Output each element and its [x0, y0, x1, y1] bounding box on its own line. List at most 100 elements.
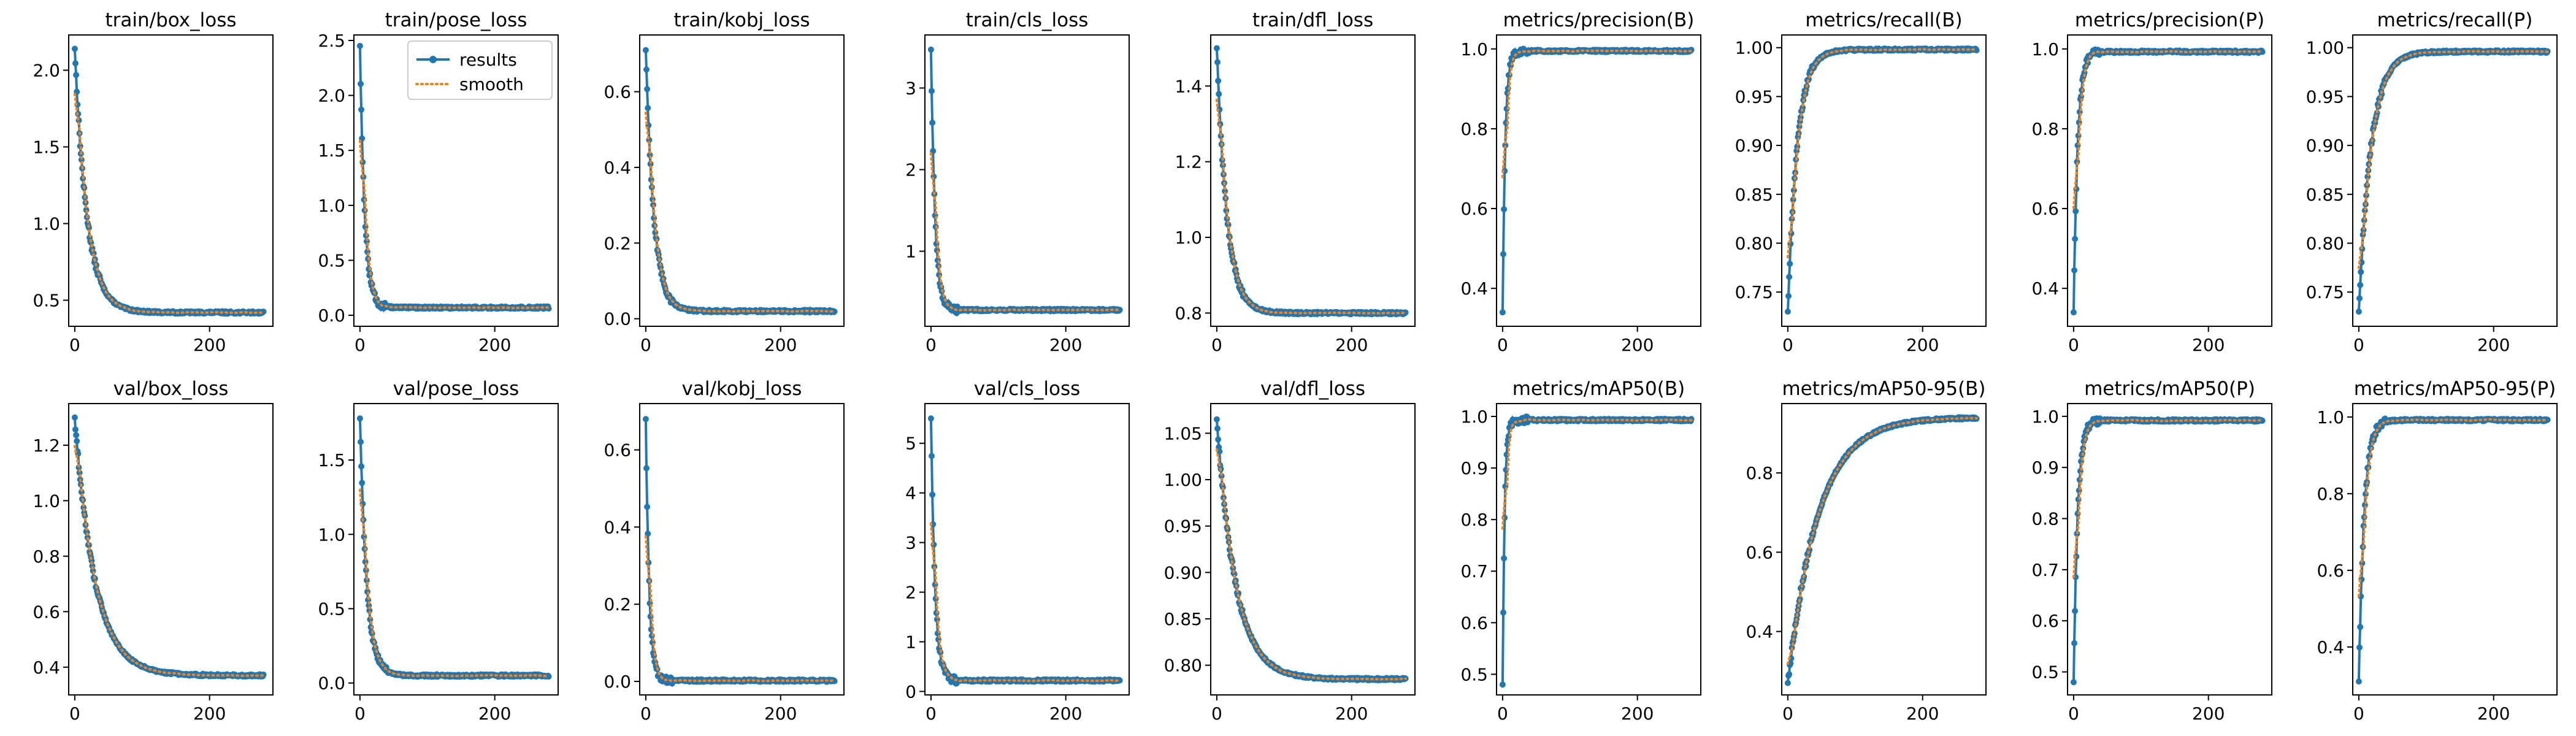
results-point [2358, 269, 2364, 275]
y-tick-label: 0.4 [604, 517, 631, 537]
results-point [359, 480, 366, 486]
results-point [1784, 309, 1791, 315]
y-tick-label: 0.6 [2031, 199, 2059, 219]
y-tick-label: 0.6 [1460, 199, 1488, 219]
y-tick-label: 0.5 [2031, 662, 2059, 683]
y-tick-label: 0.85 [1735, 185, 1773, 205]
y-tick-label: 1 [905, 242, 916, 262]
y-tick-label: 0.0 [604, 672, 631, 692]
y-tick-label: 1.5 [318, 140, 345, 161]
y-tick-label: 2 [905, 160, 916, 180]
axes-frame [2067, 403, 2272, 696]
y-tick-label: 0.9 [1460, 458, 1488, 478]
results-point [645, 105, 651, 112]
subplot-title: val/box_loss [113, 378, 229, 400]
x-tick-label: 0 [1211, 335, 1222, 355]
y-tick-label: 0.2 [604, 594, 631, 615]
results-point [358, 463, 365, 470]
results-point [1116, 307, 1123, 313]
legend-smooth-label: smooth [459, 74, 524, 94]
y-tick-label: 2 [905, 582, 916, 602]
x-tick-label: 200 [1621, 335, 1654, 355]
x-tick-label: 0 [69, 703, 80, 724]
y-tick-label: 2.5 [318, 31, 345, 51]
x-tick-label: 0 [69, 335, 80, 355]
y-tick-label: 1.00 [2306, 38, 2344, 58]
axes-frame [639, 34, 845, 327]
axes-frame [924, 403, 1130, 696]
x-tick-label: 200 [2192, 335, 2225, 355]
x-tick-label: 0 [1497, 335, 1508, 355]
results-point [1499, 309, 1506, 316]
axes-frame [1210, 34, 1416, 327]
y-tick-label: 0.4 [33, 657, 60, 678]
y-tick-label: 1.5 [33, 137, 60, 158]
y-tick-label: 0.95 [2306, 86, 2344, 107]
x-tick-label: 0 [926, 703, 937, 724]
y-tick-label: 1.4 [1175, 76, 1202, 96]
y-tick-label: 0.2 [604, 233, 631, 253]
subplot-title: val/cls_loss [974, 378, 1081, 400]
y-tick-label: 1.00 [1164, 470, 1202, 490]
y-tick-label: 0.4 [1460, 278, 1488, 299]
y-tick-label: 0.0 [318, 305, 345, 326]
results-point [1215, 77, 1222, 84]
y-tick-label: 3 [905, 533, 916, 553]
y-tick-label: 0 [905, 681, 916, 702]
results-point [642, 416, 649, 423]
subplot-title: train/kobj_loss [673, 9, 810, 31]
y-tick-label: 0.8 [2031, 509, 2059, 529]
results-point [1213, 416, 1220, 423]
results-point [1216, 91, 1222, 98]
results-point [358, 106, 365, 113]
y-tick-label: 0.8 [1460, 510, 1488, 530]
results-point [2070, 679, 2077, 686]
subplot-title: val/kobj_loss [682, 378, 802, 400]
results-point [1214, 425, 1221, 432]
results-point [927, 46, 934, 53]
results-point [356, 42, 363, 49]
y-tick-label: 0.0 [604, 309, 631, 329]
y-tick-label: 1.0 [1460, 39, 1488, 59]
y-tick-label: 0.75 [1735, 282, 1773, 302]
y-tick-label: 0.5 [318, 250, 345, 270]
results-point [1501, 555, 1508, 562]
y-tick-label: 0.6 [604, 82, 631, 102]
x-tick-label: 200 [1049, 335, 1082, 355]
x-tick-label: 200 [764, 703, 797, 724]
subplot-title: metrics/precision(B) [1503, 9, 1695, 31]
axes-frame [1496, 34, 1701, 327]
y-tick-label: 1.05 [1164, 423, 1202, 443]
results-point [1500, 609, 1506, 616]
results-point [2071, 640, 2077, 646]
y-tick-label: 0.4 [1746, 622, 1773, 642]
results-point [929, 88, 935, 94]
results-point [71, 414, 78, 421]
y-tick-label: 0.4 [2031, 278, 2059, 299]
axes-frame [1496, 403, 1701, 696]
subplot-title: metrics/recall(P) [2377, 9, 2533, 31]
results-point [72, 60, 79, 67]
y-tick-label: 1.0 [318, 524, 345, 545]
axes-frame [924, 34, 1130, 327]
y-tick-label: 1.0 [2031, 407, 2059, 427]
y-tick-label: 0.6 [33, 602, 60, 622]
subplot-title: metrics/precision(P) [2075, 9, 2264, 31]
results-point [1501, 206, 1508, 213]
y-tick-label: 1.0 [33, 214, 60, 234]
subplot-title: val/pose_loss [393, 378, 519, 400]
smooth-line [1215, 98, 1407, 315]
x-tick-label: 0 [355, 335, 366, 355]
